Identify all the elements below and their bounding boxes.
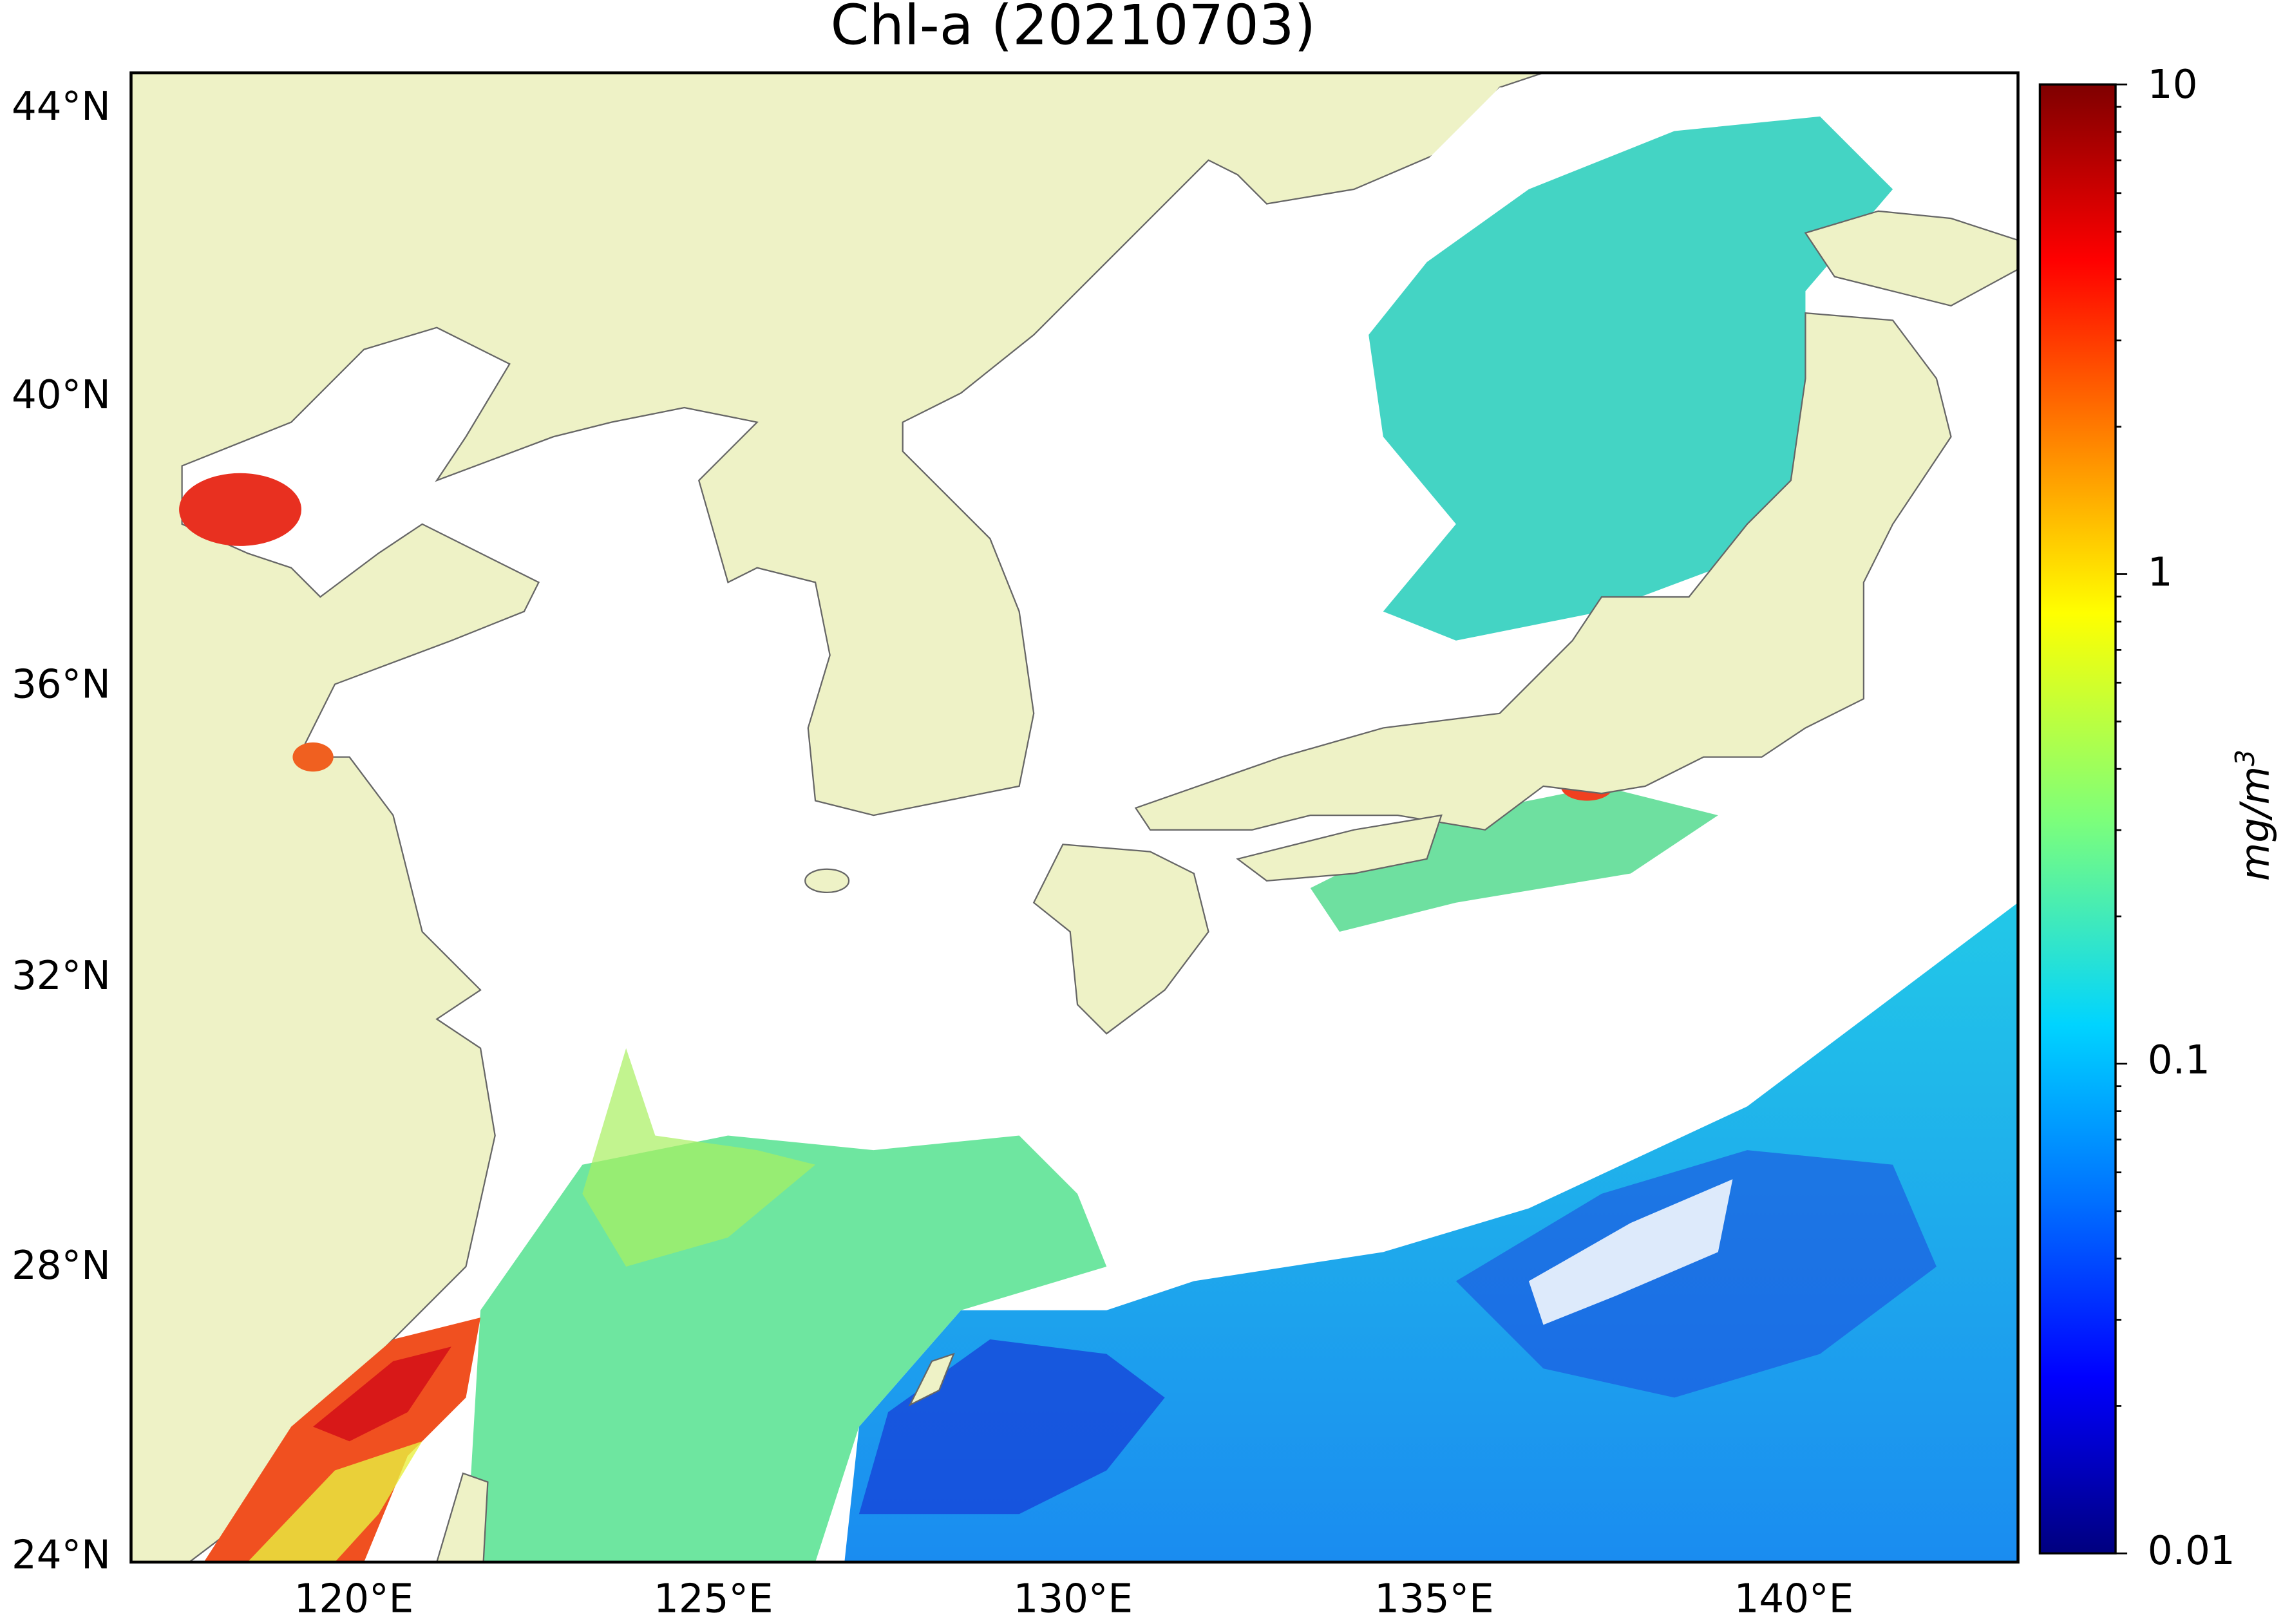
chl-bohai: [179, 473, 301, 546]
chl-low: [1455, 1150, 1937, 1398]
land-kyushu: [1032, 844, 1209, 1035]
land-okinawa: [908, 1352, 955, 1407]
land-honshu: [1134, 312, 1952, 831]
land-shikoku: [1236, 814, 1443, 882]
lon-tick-label: 120°E: [294, 1576, 414, 1622]
chl-shelf-light: [582, 1048, 816, 1267]
colorbar-label: mg/m3: [2230, 750, 2278, 881]
title: Chl-a (20210703): [830, 0, 1316, 58]
chl-japan-sea-cloud: [1397, 87, 1602, 204]
land-jeju: [804, 868, 850, 894]
colorbar-tick-label: 1: [2148, 550, 2173, 596]
colorbar-label-sup: 3: [2230, 750, 2260, 766]
lon-tick-label: 125°E: [654, 1576, 773, 1622]
colorbar-ticks: [2116, 83, 2128, 1554]
lon-axis: 120°E 125°E 130°E 135°E 140°E: [294, 1576, 1854, 1622]
land-hokkaido: [1804, 210, 2018, 307]
lat-tick-label: 28°N: [12, 1243, 111, 1289]
lon-tick-label: 135°E: [1374, 1576, 1494, 1622]
chl-coastal: [292, 742, 334, 772]
lat-axis: 44°N 40°N 36°N 32°N 28°N 24°N: [12, 84, 111, 1578]
chl-taiwan-yellow: [247, 1441, 422, 1562]
lon-tick-label: 130°E: [1013, 1576, 1133, 1622]
colorbar-tick-label: 10: [2148, 62, 2198, 108]
chl-pacific-coast: [1310, 786, 1718, 932]
map: [131, 73, 2018, 1562]
colorbar-tick-label: 0.1: [2148, 1037, 2210, 1083]
colorbar: [2038, 83, 2117, 1555]
colorbar-tick-label: 0.01: [2148, 1528, 2235, 1574]
map-frame: [129, 71, 2020, 1564]
chl-taiwan-strait-high: [313, 1346, 451, 1442]
lon-tick-label: 140°E: [1734, 1576, 1854, 1622]
lat-tick-label: 44°N: [12, 84, 111, 129]
land-taiwan: [436, 1472, 489, 1562]
colorbar-label-unit: mg/m: [2232, 766, 2278, 881]
chl-cloud: [1528, 1179, 1733, 1325]
lat-tick-label: 32°N: [12, 953, 111, 999]
lat-tick-label: 24°N: [12, 1533, 111, 1578]
lat-tick-label: 40°N: [12, 372, 111, 418]
lat-tick-label: 36°N: [12, 662, 111, 708]
